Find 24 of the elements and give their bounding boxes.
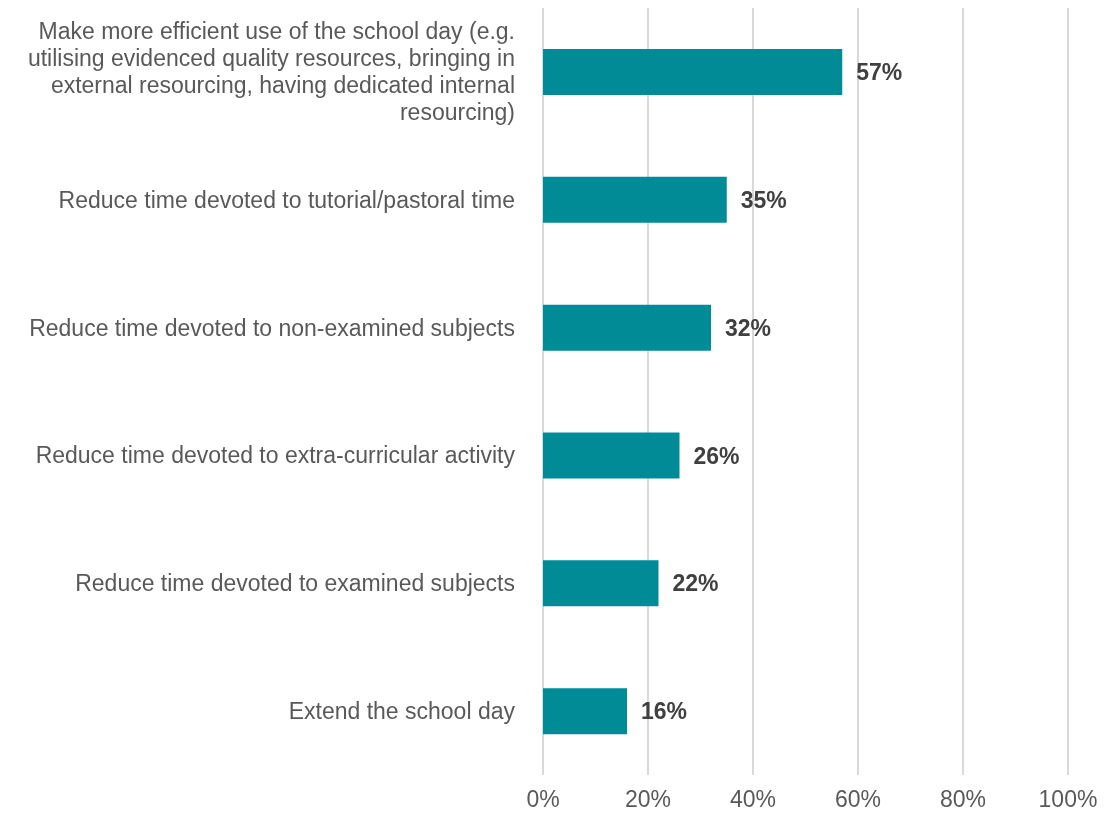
bar bbox=[543, 432, 680, 479]
y-tick-label: Extend the school day bbox=[288, 698, 516, 725]
bar bbox=[543, 688, 627, 735]
bar bbox=[543, 560, 659, 607]
x-tick-label: 100% bbox=[1038, 786, 1098, 813]
bar bbox=[543, 304, 711, 351]
x-tick-label: 20% bbox=[624, 786, 672, 813]
data-label: 32% bbox=[725, 314, 772, 341]
x-tick-label: 80% bbox=[939, 786, 987, 813]
x-tick-label: 40% bbox=[729, 786, 777, 813]
data-label: 26% bbox=[693, 442, 740, 469]
x-tick-label: 0% bbox=[526, 786, 560, 813]
y-tick-label: Reduce time devoted to non-examined subjects bbox=[29, 314, 515, 341]
y-tick-label: Reduce time devoted to extra-curricular activity bbox=[35, 442, 516, 469]
bar bbox=[543, 49, 843, 95]
data-label: 35% bbox=[740, 186, 787, 213]
data-label: 57% bbox=[856, 59, 903, 85]
y-tick-label: Make more efficient use of the school day (e.g. utilising evidenced quality resources, bringing in external resourcing, having dedicated internal resourcing) bbox=[27, 18, 515, 126]
data-label: 22% bbox=[672, 570, 719, 597]
x-tick-label: 60% bbox=[834, 786, 882, 813]
y-tick-label: Reduce time devoted to examined subjects bbox=[75, 570, 515, 597]
data-label: 16% bbox=[641, 698, 688, 725]
y-tick-label: Reduce time devoted to tutorial/pastoral time bbox=[58, 186, 515, 213]
bar bbox=[543, 176, 727, 223]
